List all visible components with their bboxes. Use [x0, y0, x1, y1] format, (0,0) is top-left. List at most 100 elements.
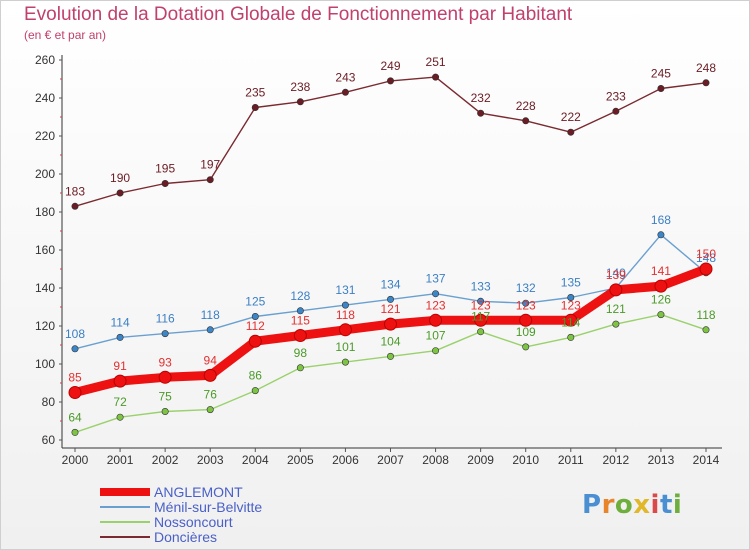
data-label: 137	[426, 272, 446, 286]
y-tick-label: 120	[35, 319, 55, 333]
data-label: 123	[471, 298, 491, 312]
data-label: 112	[246, 319, 265, 333]
data-point	[477, 297, 485, 305]
data-label: 72	[113, 395, 127, 409]
x-tick-label: 2006	[332, 453, 359, 467]
data-point	[657, 311, 665, 319]
chart-legend: ANGLEMONT Ménil-sur-Belvitte Nossoncourt Do…	[100, 483, 262, 545]
data-label: 251	[426, 55, 446, 69]
legend-swatch	[100, 535, 150, 538]
proxiti-logo: Proxiti	[582, 490, 682, 520]
legend-label: ANGLEMONT	[154, 483, 243, 500]
data-point	[296, 307, 304, 315]
legend-swatch	[100, 520, 150, 523]
data-point	[432, 290, 440, 298]
legend-item: Nossoncourt	[100, 513, 262, 530]
legend-item: Doncières	[100, 528, 262, 545]
data-point	[116, 333, 124, 341]
data-point	[432, 347, 440, 355]
data-label: 131	[335, 283, 355, 297]
y-tick-label: 100	[35, 357, 55, 371]
data-label: 128	[290, 289, 310, 303]
y-tick-label: 220	[35, 129, 55, 143]
chart-subtitle: (en € et par an)	[24, 28, 107, 42]
data-point	[251, 387, 259, 395]
legend-item: ANGLEMONT	[100, 483, 262, 500]
data-label: 117	[471, 310, 490, 324]
x-tick-label: 2004	[242, 453, 269, 467]
data-label: 114	[111, 315, 130, 329]
data-label: 115	[291, 314, 310, 328]
data-point	[71, 428, 79, 436]
data-label: 123	[561, 298, 581, 312]
y-tick-label: 240	[35, 91, 55, 105]
data-point	[296, 98, 304, 106]
data-point	[567, 293, 575, 301]
data-point	[116, 189, 124, 197]
data-label: 183	[65, 184, 85, 198]
x-tick-label: 2008	[422, 453, 449, 467]
data-label: 75	[158, 390, 172, 404]
data-label: 118	[201, 308, 220, 322]
data-point	[113, 374, 127, 388]
x-tick-label: 2012	[603, 453, 630, 467]
data-point	[702, 79, 710, 87]
data-label: 123	[516, 298, 536, 312]
data-point	[203, 368, 217, 382]
data-label: 168	[651, 213, 671, 227]
data-point	[699, 262, 713, 276]
data-label: 140	[606, 266, 626, 280]
data-point	[612, 107, 620, 115]
data-label: 190	[110, 171, 130, 185]
legend-label: Doncières	[154, 528, 218, 545]
x-tick-label: 2014	[693, 453, 720, 467]
data-label: 64	[68, 410, 82, 424]
logo-letter: o	[614, 490, 634, 520]
data-label: 85	[68, 371, 82, 385]
data-point	[477, 109, 485, 117]
data-label: 248	[696, 61, 716, 75]
data-label: 141	[651, 264, 671, 278]
data-label: 109	[516, 325, 536, 339]
x-tick-label: 2007	[377, 453, 404, 467]
x-tick-label: 2003	[197, 453, 224, 467]
data-label: 118	[696, 308, 715, 322]
x-tick-label: 2000	[62, 453, 89, 467]
data-point	[432, 73, 440, 81]
data-point	[68, 386, 82, 399]
data-label: 121	[380, 302, 400, 316]
data-label: 243	[335, 70, 355, 84]
data-point	[251, 104, 259, 112]
data-label: 118	[336, 308, 355, 322]
data-point	[386, 295, 394, 303]
data-label: 98	[294, 346, 308, 360]
data-point	[248, 334, 262, 348]
x-tick-label: 2009	[467, 453, 494, 467]
data-point	[386, 352, 394, 360]
data-label: 235	[245, 86, 265, 100]
chart-title: Evolution de la Dotation Globale de Fonc…	[24, 4, 573, 25]
data-point	[338, 323, 352, 337]
y-tick-label: 260	[35, 53, 55, 67]
data-label: 108	[65, 327, 85, 341]
data-label: 222	[561, 110, 581, 124]
data-label: 86	[249, 369, 263, 383]
data-label: 132	[516, 281, 536, 295]
data-point	[567, 128, 575, 136]
x-tick-label: 2005	[287, 453, 314, 467]
logo-letter: i	[672, 490, 683, 520]
data-point	[567, 333, 575, 341]
data-label: 195	[155, 162, 175, 176]
data-label: 197	[200, 158, 220, 172]
y-tick-label: 80	[42, 395, 56, 409]
data-point	[386, 77, 394, 85]
x-tick-label: 2010	[512, 453, 539, 467]
data-point	[564, 313, 578, 327]
x-tick-label: 2013	[648, 453, 675, 467]
x-tick-label: 2001	[107, 453, 134, 467]
data-point	[206, 326, 214, 334]
logo-letter: i	[650, 490, 660, 520]
data-point	[474, 313, 488, 327]
legend-label: Nossoncourt	[154, 513, 233, 530]
